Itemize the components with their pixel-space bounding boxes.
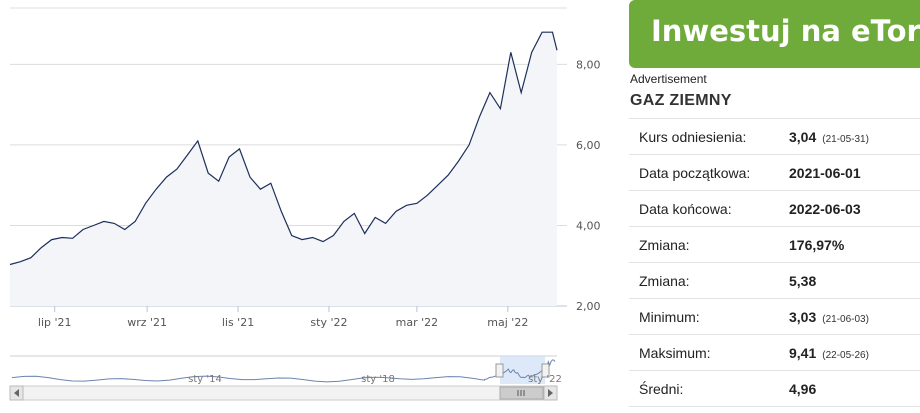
stat-label: Zmiana:: [629, 262, 789, 299]
stat-value-cell: 4,96: [789, 370, 920, 407]
promo-label[interactable]: Inwestuj na eToro: [651, 14, 920, 48]
stats-row: Średni: 4,96: [629, 370, 920, 407]
stat-value-cell: 3,03 (21-06-03): [789, 298, 920, 335]
stat-value-cell: 176,97%: [789, 226, 920, 263]
instrument-title: GAZ ZIEMNY: [630, 92, 732, 109]
navigator-tick-label: sty '18: [361, 374, 395, 385]
x-tick-label: lis '21: [222, 316, 254, 329]
x-tick-label: mar '22: [396, 316, 439, 329]
stats-row: Zmiana: 5,38: [629, 262, 920, 299]
stat-value: 5,38: [789, 272, 817, 289]
stats-row: Kurs odniesienia: 3,04 (21-05-31): [629, 118, 920, 155]
scrollbar-track[interactable]: [9, 385, 558, 401]
navigator-line: [11, 359, 556, 383]
stat-date: (22-05-26): [822, 349, 869, 361]
stat-label: Maksimum:: [629, 334, 789, 371]
etoro-promo-banner[interactable]: Inwestuj na eToro: [629, 0, 920, 68]
stat-value: 4,96: [789, 380, 817, 397]
stat-value: 9,41: [789, 344, 817, 361]
stat-label: Minimum:: [629, 298, 789, 335]
stat-value-cell: 2021-06-01: [789, 154, 920, 191]
navigator-tick-label: sty '22: [528, 374, 562, 385]
y-tick-label: 6,00: [576, 139, 601, 152]
x-tick-label: lip '21: [38, 316, 72, 329]
navigator[interactable]: sty '14 sty '18 sty '22: [10, 355, 562, 385]
stat-label: Średni:: [629, 370, 789, 407]
stat-label: Kurs odniesienia:: [629, 118, 789, 155]
stat-label: Data końcowa:: [629, 190, 789, 227]
stat-value-cell: 2022-06-03: [789, 190, 920, 227]
navigator-tick-label: sty '14: [188, 374, 222, 385]
grip-icon: [517, 390, 525, 396]
stat-value: 2021-06-01: [789, 164, 861, 181]
chart-svg: 2,00 4,00 6,00 8,00 lip '21 wrz '21 lis '21 st…: [9, 7, 601, 401]
stat-value: 176,97%: [789, 236, 845, 253]
stat-value: 3,03: [789, 308, 817, 325]
stat-value-cell: 5,38: [789, 262, 920, 299]
series-line: [9, 31, 558, 266]
scrollbar[interactable]: [9, 385, 558, 401]
stats-row: Maksimum: 9,41 (22-05-26): [629, 334, 920, 371]
stat-value-cell: 9,41 (22-05-26): [789, 334, 920, 371]
advertisement-label: Advertisement: [630, 72, 707, 86]
stat-date: (21-05-31): [822, 133, 869, 145]
stats-row: Minimum: 3,03 (21-06-03): [629, 298, 920, 335]
stat-label: Data początkowa:: [629, 154, 789, 191]
navigator-left-handle[interactable]: [495, 363, 504, 378]
stat-value: 3,04: [789, 128, 817, 145]
x-tick-label: wrz '21: [127, 316, 167, 329]
arrow-left-icon: [14, 389, 19, 397]
y-tick-label: 4,00: [576, 219, 601, 232]
stat-value-cell: 3,04 (21-05-31): [789, 118, 920, 155]
navigator-right-handle[interactable]: [541, 363, 550, 378]
x-tick-label: sty '22: [310, 316, 347, 329]
stat-label: Zmiana:: [629, 226, 789, 263]
stats-row: Data początkowa: 2021-06-01: [629, 154, 920, 191]
stats-row: Data końcowa: 2022-06-03: [629, 190, 920, 227]
y-tick-label: 2,00: [576, 300, 601, 313]
stat-date: (21-06-03): [822, 313, 869, 325]
stats-table: Kurs odniesienia: 3,04 (21-05-31) Data pocz…: [629, 118, 920, 407]
x-tick-label: maj '22: [487, 316, 528, 329]
stat-value: 2022-06-03: [789, 200, 861, 217]
stats-row: Zmiana: 176,97%: [629, 226, 920, 263]
y-tick-label: 8,00: [576, 58, 601, 71]
price-chart: 2,00 4,00 6,00 8,00 lip '21 wrz '21 lis '21 st…: [9, 7, 601, 401]
arrow-right-icon: [548, 389, 553, 397]
series-area: [10, 32, 557, 306]
